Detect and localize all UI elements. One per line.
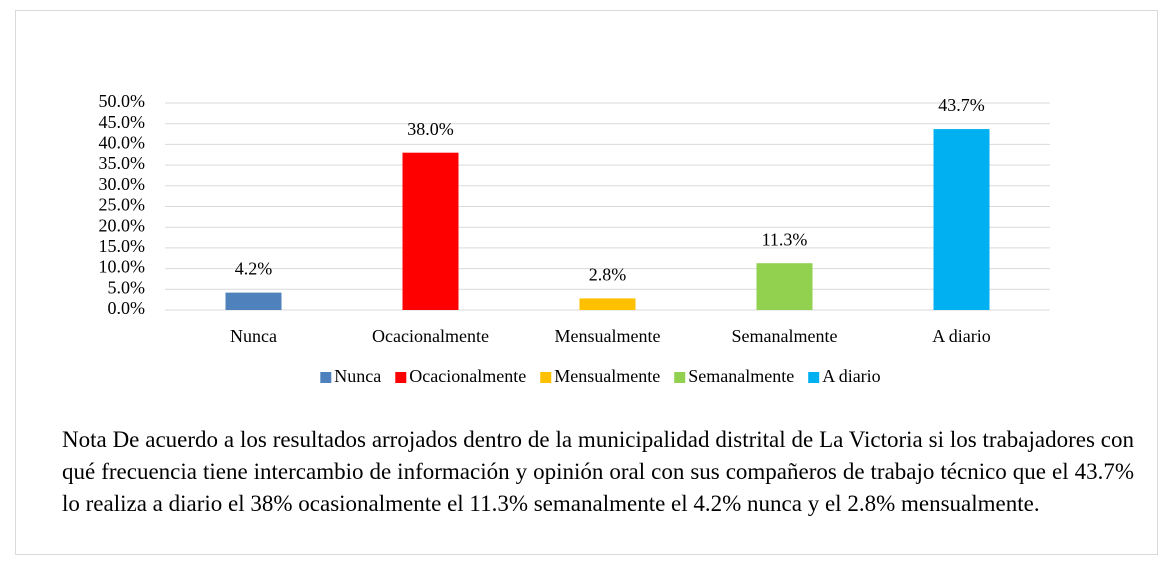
value-label: 4.2% [235, 259, 273, 279]
value-label: 38.0% [407, 119, 454, 139]
legend-swatch [674, 372, 686, 383]
bar [933, 129, 990, 310]
legend-swatch [320, 372, 332, 383]
bar [402, 152, 459, 310]
legend-swatch [395, 372, 407, 383]
x-tick-label: Ocacionalmente [372, 326, 489, 346]
value-label: 2.8% [589, 265, 627, 285]
legend-swatch [808, 372, 820, 383]
y-tick-label: 40.0% [99, 133, 146, 153]
y-tick-label: 45.0% [99, 112, 146, 132]
y-tick-label: 50.0% [99, 91, 146, 111]
bar [225, 292, 282, 310]
x-tick-label: Mensualmente [555, 326, 661, 346]
x-tick-label: A diario [932, 326, 991, 346]
y-tick-label: 25.0% [99, 195, 146, 215]
legend-label: Ocacionalmente [409, 366, 526, 386]
legend-swatch [540, 372, 552, 383]
bar [579, 298, 636, 310]
y-tick-label: 30.0% [99, 174, 146, 194]
y-tick-label: 35.0% [99, 153, 146, 173]
x-tick-label: Nunca [230, 326, 277, 346]
bar [756, 263, 813, 310]
y-tick-label: 15.0% [99, 236, 146, 256]
legend-label: Mensualmente [554, 366, 660, 386]
x-tick-label: Semanalmente [732, 326, 838, 346]
value-label: 43.7% [938, 95, 985, 115]
note: Nota De acuerdo a los resultados arrojad… [62, 427, 1134, 516]
value-label: 11.3% [762, 229, 808, 249]
legend-label: Nunca [334, 366, 381, 386]
legend-label: A diario [822, 366, 881, 386]
legend-label: Semanalmente [688, 366, 794, 386]
y-tick-label: 5.0% [108, 277, 146, 297]
frame [15, 10, 1158, 555]
y-tick-label: 0.0% [108, 298, 146, 318]
y-tick-label: 10.0% [99, 257, 146, 277]
y-tick-label: 20.0% [99, 215, 146, 235]
